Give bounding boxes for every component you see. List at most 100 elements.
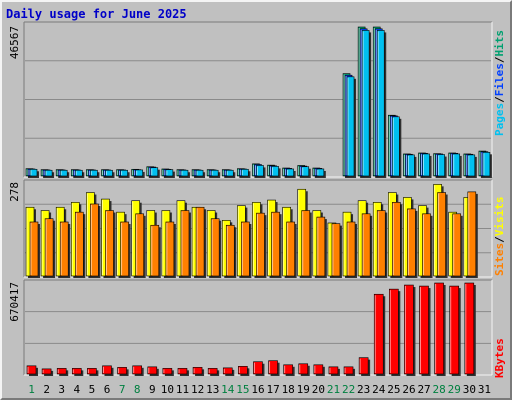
legend-visits-sites: Sites/Visits <box>493 197 506 277</box>
bar-pages-day-23 <box>361 30 370 177</box>
bar-pages-day-2 <box>44 169 53 177</box>
bar-kbytes-day-28 <box>434 282 444 375</box>
x-label-day-15: 15 <box>236 383 249 396</box>
bar-pages-day-19 <box>301 166 310 177</box>
bar-kbytes-day-17 <box>268 360 278 375</box>
bar-pages-day-8 <box>135 169 143 177</box>
x-label-day-5: 5 <box>89 383 96 396</box>
x-label-day-6: 6 <box>104 383 111 396</box>
bar-pages-day-11 <box>180 169 189 177</box>
bar-pages-day-15 <box>241 168 249 177</box>
bar-kbytes-day-6 <box>102 365 112 375</box>
bar-kbytes-day-7 <box>117 367 127 375</box>
bar-sites-day-12 <box>195 206 205 277</box>
x-label-day-4: 4 <box>74 383 81 396</box>
bar-kbytes-day-13 <box>207 368 218 375</box>
chart-title: Daily usage for June 2025 <box>6 7 187 21</box>
bar-pages-day-18 <box>286 168 294 177</box>
legend-separator: / <box>493 96 506 103</box>
bar-sites-day-5 <box>90 203 99 277</box>
x-label-day-19: 19 <box>297 383 310 396</box>
bar-pages-day-1 <box>29 168 38 177</box>
bar-kbytes-day-26 <box>404 284 414 375</box>
bar-kbytes-day-24 <box>373 293 384 375</box>
bar-pages-day-4 <box>74 169 83 177</box>
y-max-hits: 46567 <box>8 26 21 59</box>
x-label-day-20: 20 <box>312 383 325 396</box>
bar-kbytes-day-23 <box>358 357 369 375</box>
legend-separator: / <box>493 236 506 243</box>
bar-pages-day-6 <box>105 169 113 177</box>
y-max-kbytes: 670417 <box>8 282 21 322</box>
bar-sites-day-27 <box>422 213 431 277</box>
x-label-day-3: 3 <box>58 383 65 396</box>
bar-sites-day-9 <box>150 224 160 277</box>
bar-pages-day-3 <box>59 169 68 177</box>
bar-kbytes-day-2 <box>41 368 52 375</box>
bar-kbytes-day-1 <box>26 365 37 375</box>
bar-sites-day-2 <box>44 218 54 277</box>
bar-sites-day-18 <box>286 221 295 277</box>
x-label-day-16: 16 <box>251 383 264 396</box>
legend-kbytes: KBytes <box>493 338 506 378</box>
bar-sites-day-22 <box>346 221 356 277</box>
bar-kbytes-day-30 <box>464 282 475 375</box>
bar-sites-day-19 <box>301 210 311 277</box>
legend-hits-files-pages: Pages/Files/Hits <box>493 30 506 136</box>
legend-files: Files <box>493 63 506 96</box>
legend-separator: / <box>493 56 506 63</box>
bar-pages-day-24 <box>376 30 385 177</box>
bar-kbytes-day-11 <box>177 368 188 375</box>
x-label-day-10: 10 <box>161 383 174 396</box>
y-max-visits: 278 <box>8 182 21 202</box>
bar-kbytes-day-15 <box>238 366 248 375</box>
bar-kbytes-day-20 <box>313 364 324 375</box>
x-label-day-23: 23 <box>357 383 370 396</box>
bar-pages-day-28 <box>437 154 445 177</box>
bar-pages-day-20 <box>316 168 325 177</box>
bar-kbytes-day-9 <box>147 366 158 375</box>
bar-kbytes-day-25 <box>389 288 399 375</box>
x-label-day-14: 14 <box>221 383 235 396</box>
bar-sites-day-13 <box>210 218 220 277</box>
bar-sites-day-29 <box>452 213 462 277</box>
bar-kbytes-day-29 <box>449 285 460 375</box>
x-label-day-24: 24 <box>372 383 386 396</box>
bar-pages-day-10 <box>165 169 174 177</box>
bar-kbytes-day-16 <box>253 361 263 375</box>
legend-pages: Pages <box>493 103 506 136</box>
x-label-day-25: 25 <box>387 383 400 396</box>
bar-kbytes-day-5 <box>87 368 97 375</box>
bar-pages-day-29 <box>452 153 461 177</box>
bar-pages-day-5 <box>90 169 98 177</box>
bar-sites-day-25 <box>392 202 401 277</box>
bar-sites-day-20 <box>316 216 326 277</box>
x-label-day-2: 2 <box>43 383 50 396</box>
legend-sites: Sites <box>493 243 506 276</box>
bar-pages-day-17 <box>271 166 279 177</box>
bar-pages-day-14 <box>225 169 234 177</box>
bar-sites-day-11 <box>180 210 190 277</box>
x-label-day-22: 22 <box>342 383 355 396</box>
bar-sites-day-4 <box>74 211 84 277</box>
bar-kbytes-day-27 <box>419 285 429 375</box>
x-label-day-26: 26 <box>402 383 415 396</box>
x-label-day-12: 12 <box>191 383 204 396</box>
x-label-day-13: 13 <box>206 383 219 396</box>
bar-pages-day-31 <box>482 152 491 177</box>
bar-kbytes-day-12 <box>192 367 203 375</box>
bar-pages-day-9 <box>150 167 159 177</box>
bar-sites-day-15 <box>241 221 250 277</box>
x-label-day-27: 27 <box>417 383 430 396</box>
bar-kbytes-day-8 <box>132 365 142 375</box>
bar-kbytes-day-18 <box>283 364 293 375</box>
bar-pages-day-7 <box>120 169 128 177</box>
x-label-day-17: 17 <box>266 383 279 396</box>
bar-kbytes-day-19 <box>298 363 309 375</box>
bar-kbytes-day-10 <box>162 368 173 375</box>
bar-pages-day-16 <box>256 165 264 177</box>
bar-sites-day-6 <box>105 210 114 277</box>
bar-sites-day-8 <box>135 213 144 277</box>
